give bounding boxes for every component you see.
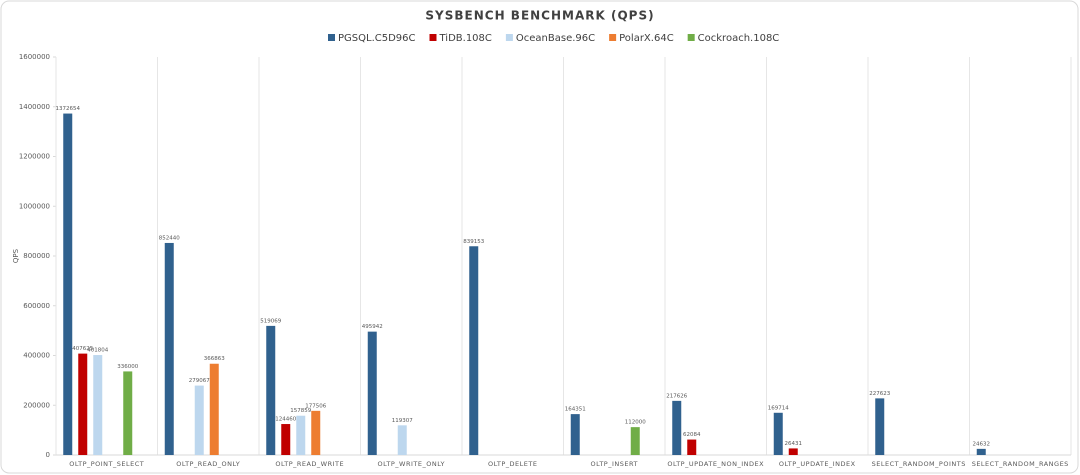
x-tick-label: OLTP_READ_ONLY [176, 460, 240, 468]
bar [93, 355, 103, 455]
bar [976, 448, 986, 455]
y-axis-label: QPS [12, 248, 20, 263]
y-tick-label: 1400000 [19, 103, 50, 111]
bar [296, 415, 306, 455]
value-label: 157859 [290, 408, 311, 414]
y-tick-label: 200000 [23, 401, 50, 409]
x-tick-label: OLTP_DELETE [488, 460, 537, 468]
y-tick-label: 1200000 [19, 153, 50, 161]
value-label: 119307 [392, 418, 413, 424]
value-label: 164351 [565, 407, 586, 413]
y-tick-label: 400000 [23, 352, 50, 360]
value-label: 1372654 [56, 106, 81, 112]
y-tick-label: 0 [46, 451, 50, 459]
bar [367, 331, 377, 455]
bar [397, 425, 407, 455]
bar [78, 353, 88, 455]
x-tick-label: OLTP_INSERT [590, 460, 638, 468]
bar [266, 325, 276, 455]
bar [194, 385, 204, 455]
bar [773, 412, 783, 455]
legend-label: OceanBase.96C [516, 33, 595, 44]
value-label: 852440 [159, 235, 180, 241]
y-tick-label: 600000 [23, 302, 50, 310]
value-label: 26431 [785, 441, 803, 447]
legend-swatch [429, 34, 437, 41]
legend-swatch [328, 34, 335, 41]
x-tick-label: OLTP_READ_WRITE [275, 460, 344, 468]
value-label: 62084 [683, 432, 701, 438]
bar [672, 400, 682, 455]
x-tick-label: SELECT_RANDOM_RANGES [972, 460, 1069, 468]
value-label: 177506 [305, 403, 326, 409]
x-tick-label: OLTP_POINT_SELECT [69, 460, 144, 468]
value-label: 401804 [87, 348, 108, 354]
value-label: 407625 [72, 346, 93, 352]
bar [630, 427, 640, 455]
legend-label: Cockroach.108C [698, 33, 780, 44]
value-label: 24632 [973, 441, 991, 447]
value-label: 839153 [463, 239, 484, 245]
bar [123, 371, 133, 455]
legend-label: PGSQL.C5D96C [338, 33, 416, 44]
value-label: 124460 [275, 417, 296, 423]
value-label: 366863 [204, 356, 225, 362]
bar [570, 414, 580, 455]
legend-swatch [505, 34, 513, 41]
bar [788, 448, 798, 455]
value-label: 279067 [189, 378, 210, 384]
bar [311, 410, 321, 455]
legend-label: TiDB.108C [439, 33, 492, 44]
bar [875, 398, 885, 455]
value-label: 112000 [625, 420, 646, 426]
bar [164, 242, 174, 455]
legend-swatch [687, 34, 695, 41]
bar [209, 363, 219, 455]
bar [469, 246, 479, 455]
bar [63, 113, 73, 456]
value-label: 336000 [117, 364, 138, 370]
value-label: 519069 [260, 318, 281, 324]
x-tick-label: SELECT_RANDOM_POINTS [872, 460, 966, 468]
x-tick-label: OLTP_UPDATE_INDEX [779, 460, 856, 468]
y-tick-label: 1000000 [19, 202, 50, 210]
x-tick-label: OLTP_UPDATE_NON_INDEX [667, 460, 764, 468]
chart-title: SYSBENCH BENCHMARK (QPS) [425, 9, 654, 23]
legend-label: PolarX.64C [619, 33, 674, 44]
y-tick-label: 1600000 [19, 53, 50, 61]
value-label: 169714 [768, 405, 789, 411]
value-label: 217626 [666, 393, 687, 399]
legend-swatch [609, 34, 617, 41]
bar [687, 439, 697, 455]
bar [281, 424, 291, 455]
x-tick-label: OLTP_WRITE_ONLY [378, 460, 445, 468]
value-label: 495942 [362, 324, 383, 330]
y-tick-label: 800000 [23, 252, 50, 260]
value-label: 227623 [869, 391, 890, 397]
